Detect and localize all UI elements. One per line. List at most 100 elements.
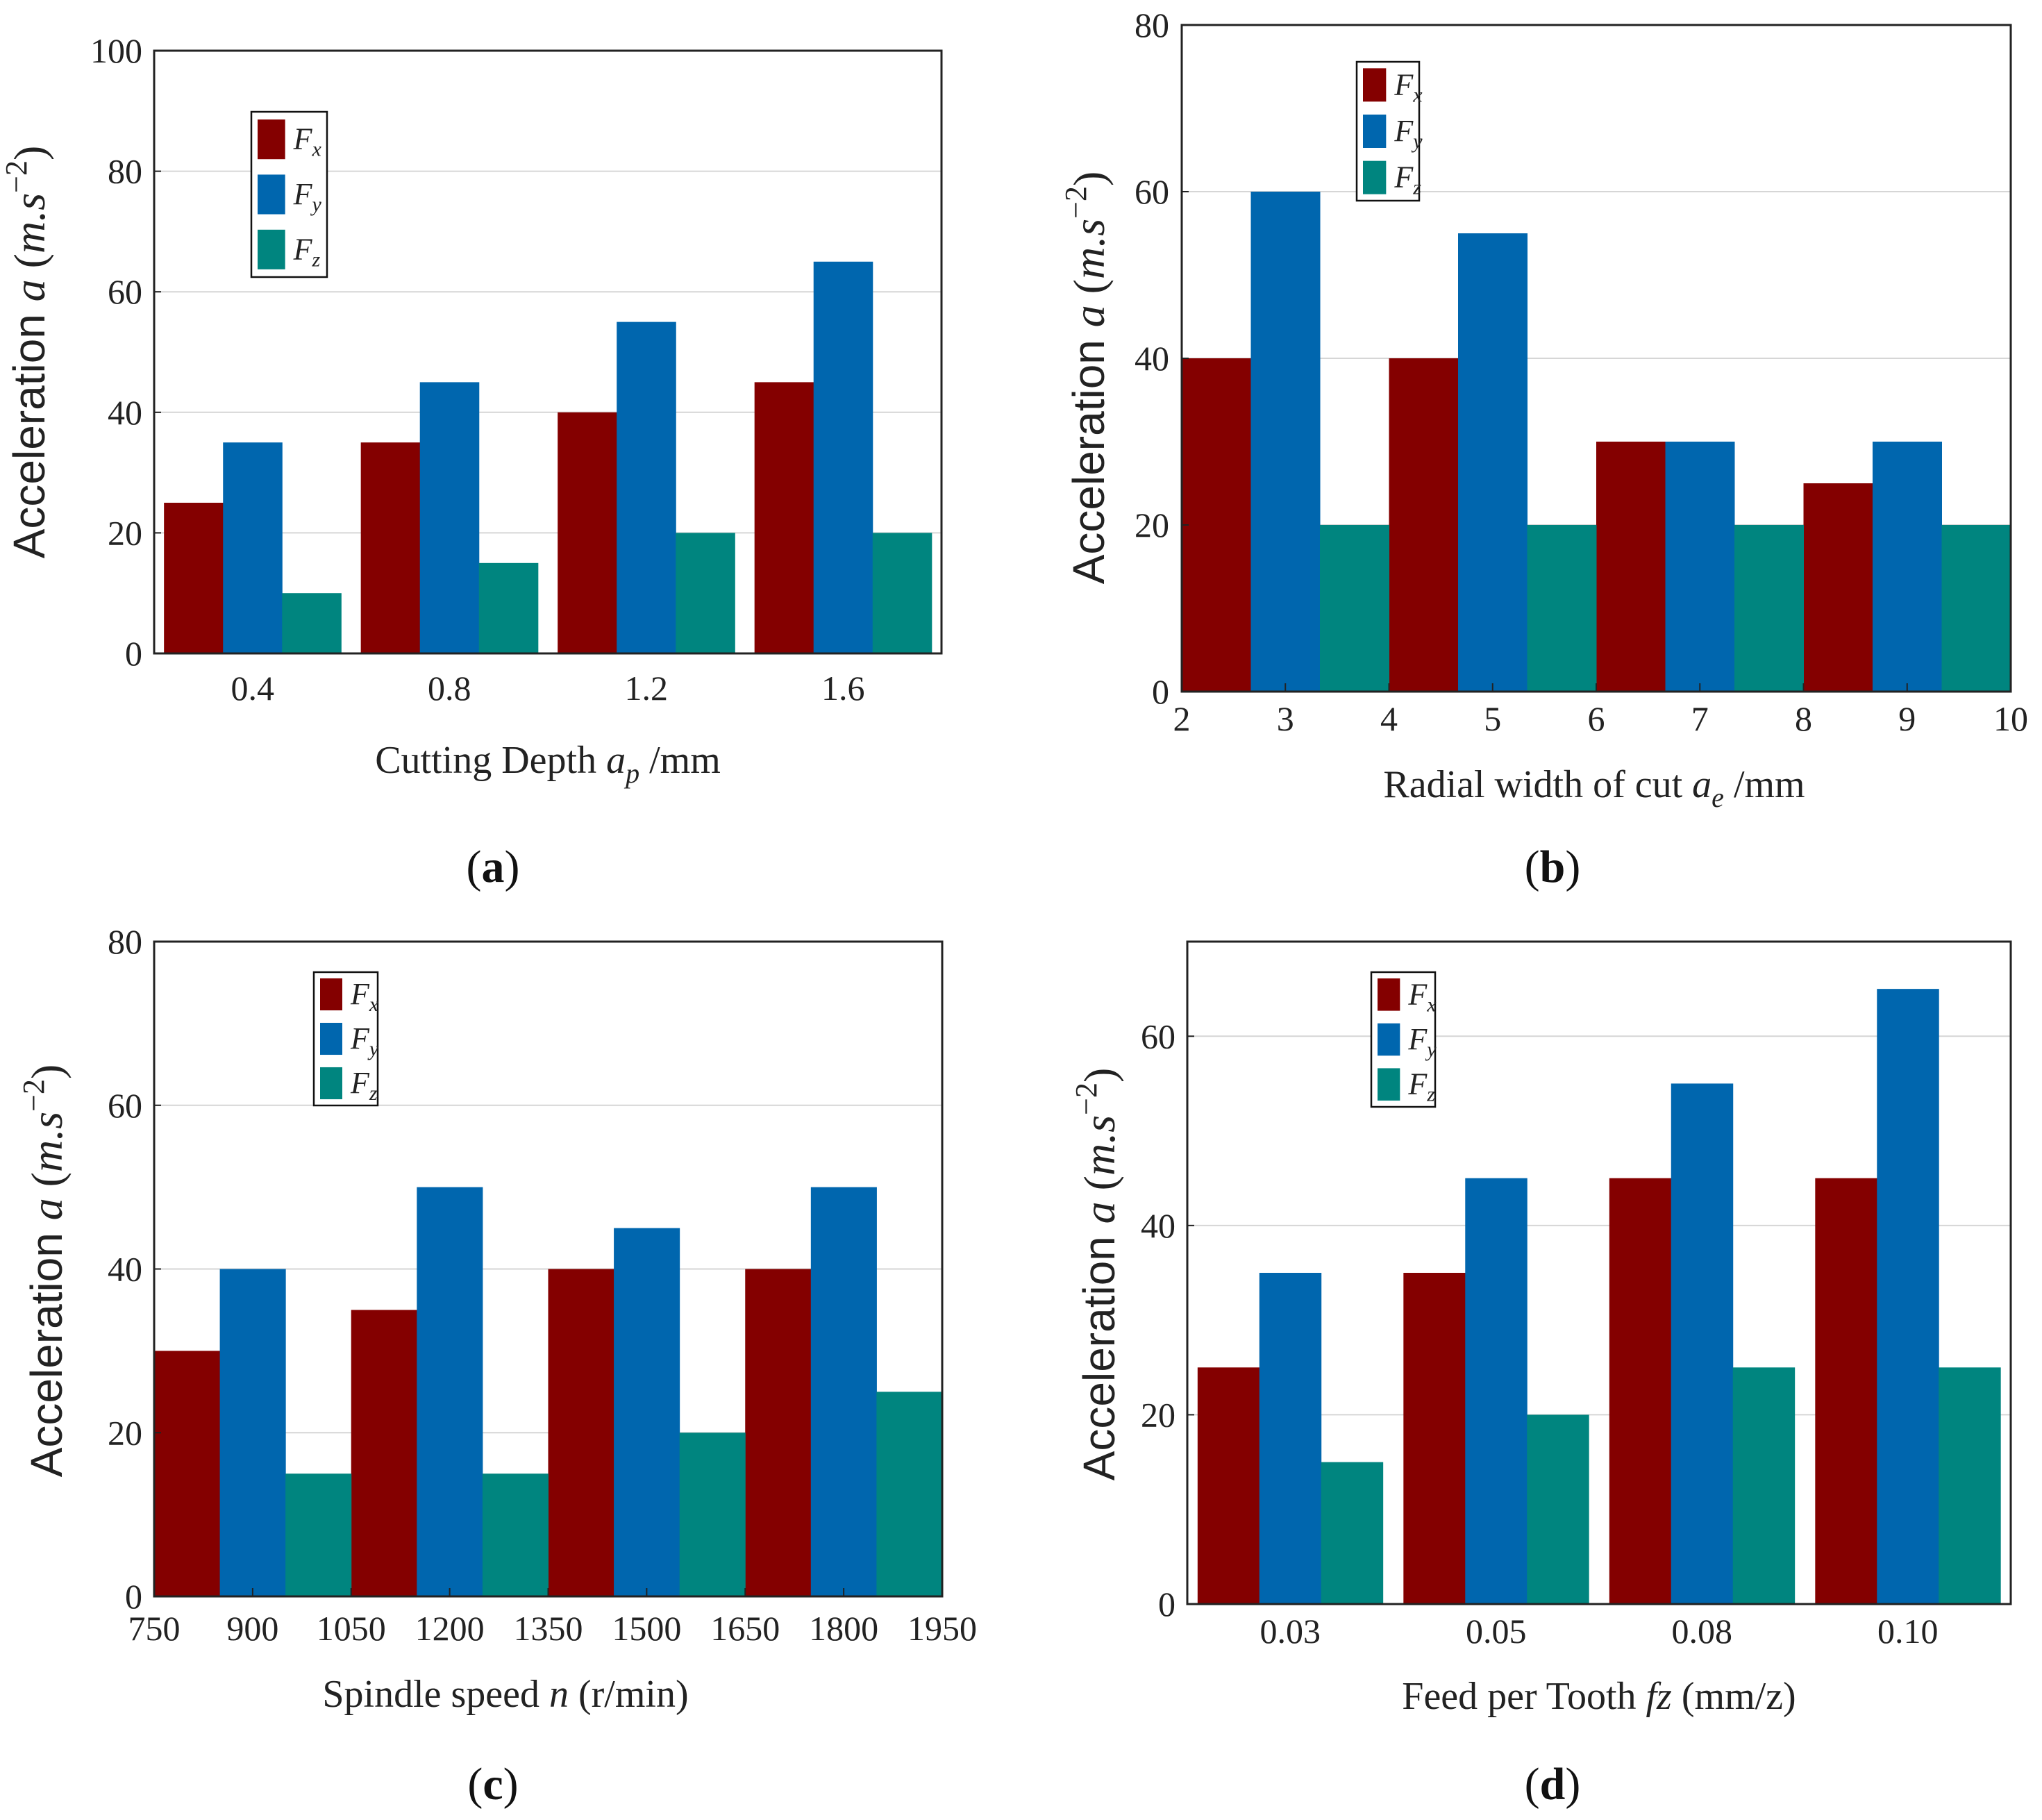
bar-fz-3	[1939, 1367, 2001, 1604]
bar-fx-1	[351, 1310, 417, 1596]
panel-label: (b)	[1525, 842, 1581, 892]
bar-fz-3	[876, 1392, 943, 1596]
bar-fz-0	[1321, 1462, 1384, 1604]
y-axis-label-unit: m.s	[1075, 1115, 1124, 1176]
y-axis-label-unit-close: )	[1064, 172, 1114, 186]
x-tick-label: 8	[1795, 699, 1812, 738]
bar-fz-3	[872, 533, 932, 653]
y-axis-label-unit: m.s	[22, 1112, 72, 1172]
y-axis-label: Acceleration a (m.s−2)	[1069, 1068, 1124, 1481]
bar-fy-3	[1877, 989, 1939, 1604]
y-axis-label-text: Acceleration	[1064, 327, 1114, 584]
bar-fy-3	[810, 1187, 877, 1596]
x-axis-label-var: a	[606, 739, 626, 782]
x-axis-label-sub: e	[1712, 782, 1724, 813]
y-tick-label: 20	[108, 513, 142, 552]
bar-fz-2	[679, 1433, 746, 1596]
bar-fx-0	[1197, 1367, 1260, 1604]
legend-label-sub: x	[1426, 993, 1437, 1016]
y-axis-label-unit-open: (	[5, 253, 54, 279]
bar-fz-2	[676, 533, 735, 653]
x-axis-label-var: fz	[1646, 1675, 1673, 1718]
legend-label-fx: Fx	[1394, 67, 1423, 106]
y-axis-label-exponent: −2	[0, 160, 33, 193]
x-tick-label: 1050	[317, 1609, 386, 1648]
bar-fz-1	[1527, 1414, 1589, 1604]
y-axis-label-var: a	[5, 279, 54, 301]
legend-label-main: F	[1394, 114, 1414, 148]
x-tick-label: 1800	[809, 1609, 878, 1648]
x-tick-label: 1.2	[625, 669, 669, 708]
bar-fx-2	[558, 412, 617, 653]
y-tick-label: 80	[1135, 6, 1169, 44]
x-tick-label: 1950	[907, 1609, 977, 1648]
legend-label-main: F	[1394, 160, 1414, 194]
bar-fx-1	[1389, 358, 1459, 692]
bar-fy-2	[614, 1228, 680, 1596]
bar-fy-3	[813, 261, 873, 653]
x-axis-label-sub: p	[624, 758, 639, 789]
x-tick-label: 1650	[710, 1609, 780, 1648]
legend-label-sub: y	[1425, 1038, 1437, 1061]
y-axis-label-var: a	[22, 1198, 72, 1220]
y-axis-label-unit-close: )	[1075, 1068, 1124, 1083]
x-axis-label-text: Radial width of cut	[1383, 763, 1692, 806]
x-axis-label-text: Spindle speed	[322, 1673, 549, 1716]
legend-swatch-fy	[1363, 115, 1387, 148]
y-tick-label: 20	[108, 1413, 142, 1452]
bar-fz-0	[1320, 525, 1389, 692]
legend-label-fy: Fy	[350, 1021, 379, 1060]
x-axis-label: Spindle speed n (r/min)	[322, 1673, 688, 1716]
legend-label-fx: Fx	[350, 977, 379, 1016]
y-tick-label: 0	[125, 634, 142, 673]
legend-label-main: F	[350, 1021, 370, 1055]
legend-swatch-fy	[1378, 1023, 1400, 1056]
y-tick-label: 40	[1141, 1206, 1175, 1245]
y-axis-label: Acceleration a (m.s−2)	[0, 146, 54, 559]
bar-fy-0	[1250, 192, 1321, 692]
y-tick-label: 60	[1141, 1017, 1175, 1055]
y-axis-label-unit-close: )	[5, 146, 54, 160]
x-tick-label: 900	[226, 1609, 278, 1648]
bar-fx-0	[1182, 358, 1251, 692]
legend-swatch-fz	[320, 1067, 342, 1100]
x-tick-label: 7	[1691, 699, 1709, 738]
panel-label-letter: a	[482, 842, 505, 892]
y-tick-label: 60	[1135, 172, 1169, 211]
legend-label-sub: x	[369, 993, 379, 1016]
y-axis-label-text: Acceleration	[1074, 1224, 1124, 1480]
bar-fy-1	[1465, 1178, 1528, 1604]
y-axis-label: Acceleration a (m.s−2)	[1059, 172, 1114, 585]
y-axis-label-text: Acceleration	[22, 1220, 72, 1477]
bar-fx-2	[1596, 442, 1666, 692]
y-axis-label-exponent: −2	[1059, 186, 1093, 219]
bar-fx-3	[754, 382, 814, 653]
bar-fy-2	[1671, 1083, 1734, 1604]
bar-fx-2	[1609, 1178, 1672, 1604]
bar-fy-1	[1458, 233, 1528, 692]
x-axis-label-var: a	[1692, 763, 1712, 806]
y-tick-label: 20	[1141, 1395, 1175, 1434]
panel-label-open: (	[1525, 842, 1540, 892]
y-tick-label: 100	[90, 31, 142, 70]
legend-swatch-fz	[258, 229, 285, 269]
legend-label-sub: x	[312, 138, 322, 161]
y-axis-label-exponent: −2	[17, 1079, 51, 1112]
bar-fy-1	[419, 382, 480, 653]
x-tick-label: 1500	[612, 1609, 681, 1648]
bar-fz-3	[1941, 525, 2011, 692]
legend-label-fy: Fy	[293, 177, 322, 216]
x-tick-label: 1350	[514, 1609, 583, 1648]
x-axis-label-text: Cutting Depth	[375, 739, 606, 782]
panel-label: (a)	[467, 842, 520, 892]
x-tick-label: 10	[1993, 699, 2028, 738]
legend-label-sub: z	[1426, 1083, 1435, 1106]
x-tick-label: 0.10	[1877, 1612, 1939, 1651]
y-tick-label: 20	[1135, 506, 1169, 544]
x-tick-label: 0.05	[1466, 1612, 1527, 1651]
x-axis-label-unit: (mm/z)	[1672, 1675, 1796, 1718]
